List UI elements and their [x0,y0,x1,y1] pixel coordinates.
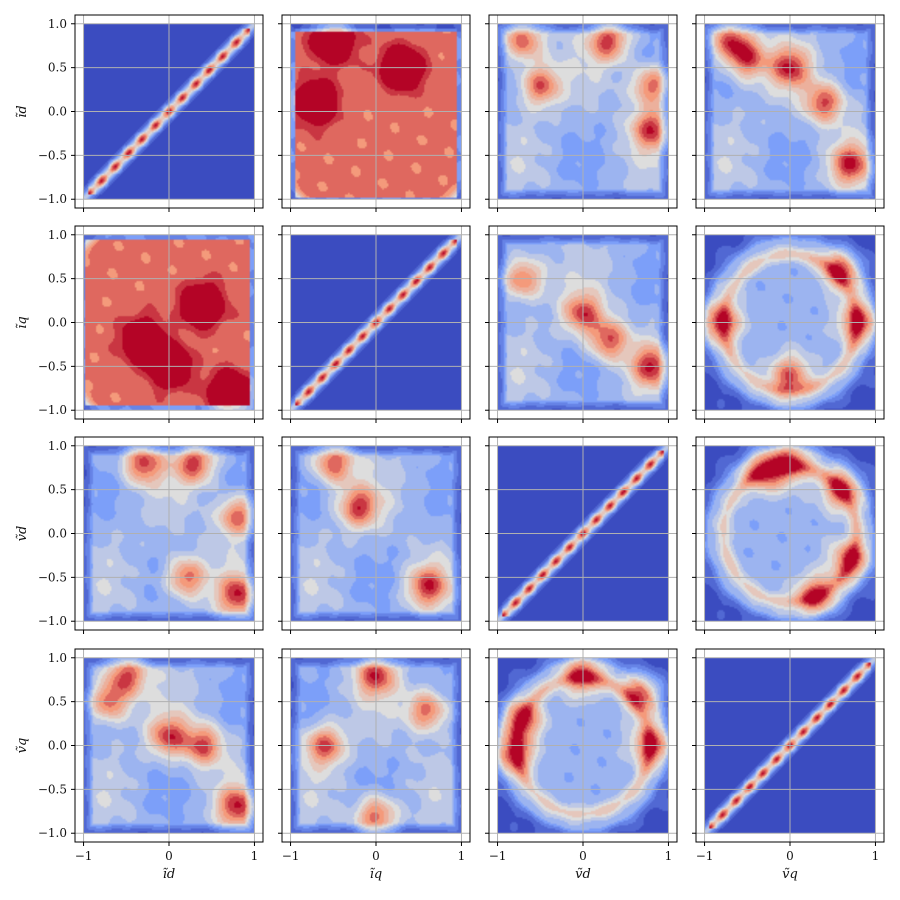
y-tick-label: 1.0 [48,439,67,453]
y-tick-label: −0.5 [38,570,67,584]
y-tick-label: −0.5 [38,359,67,373]
y-tick-label: 1.0 [48,17,67,31]
x-tick-label: −1 [75,849,93,863]
y-tick-label: 0.0 [48,527,67,541]
x-tick-label: −1 [489,849,507,863]
y-tick-label: 0.5 [48,272,67,286]
panel-r1-c2 [485,225,678,423]
y-tick-label: 0.0 [48,316,67,330]
x-axis-label: ĩq [370,867,382,882]
y-tick-label: −1.0 [38,192,67,206]
x-tick-label: 1 [458,849,466,863]
panel-r3-c2: −1 0 1 ṽd [485,648,678,882]
y-tick-label: −1.0 [38,614,67,628]
y-tick-label: −0.5 [38,148,67,162]
panel-r2-c0: 1.0 0.5 0.0 −0.5 −1.0 ṽd [15,436,264,634]
x-tick-label: 0 [786,849,794,863]
panel-r0-c2 [485,14,678,212]
x-tick-label: 0 [579,849,587,863]
panel-r1-c3 [692,225,885,423]
y-tick-label: −1.0 [38,826,67,840]
y-tick-label: 0.5 [48,483,67,497]
y-tick-label: −1.0 [38,403,67,417]
y-axis-label: ĩd [15,105,30,117]
x-axis-label: ĩd [163,867,175,882]
x-tick-label: 0 [165,849,173,863]
y-axis-label: ṽd [15,526,30,542]
y-tick-label: 1.0 [48,228,67,242]
x-tick-label: −1 [282,849,300,863]
panel-r3-c0: 1.0 0.5 0.0 −0.5 −1.0 ṽq −1 0 1 ĩd [15,648,264,882]
panel-r2-c2 [485,436,678,634]
y-tick-label: 0.0 [48,739,67,753]
y-tick-label: 0.5 [48,61,67,75]
panel-r0-c3 [692,14,885,212]
panel-r2-c3 [692,436,885,634]
y-tick-label: −0.5 [38,782,67,796]
x-tick-label: 0 [372,849,380,863]
y-tick-label: 0.5 [48,695,67,709]
x-tick-label: 1 [251,849,259,863]
panel-r0-c1 [278,14,471,212]
panel-r2-c1 [278,436,471,634]
x-tick-label: −1 [696,849,714,863]
x-tick-label: 1 [872,849,880,863]
panel-r3-c3: −1 0 1 ṽq [692,648,885,882]
x-axis-label: ṽd [575,867,591,882]
panel-r3-c1: −1 0 1 ĩq [278,648,471,882]
y-axis-label: ṽq [15,738,30,754]
y-axis-label: ĩq [15,316,30,328]
x-tick-label: 1 [665,849,673,863]
x-axis-label: ṽq [782,867,798,882]
panel-r1-c1 [278,225,471,423]
y-tick-label: 1.0 [48,651,67,665]
panel-r0-c0: 1.0 0.5 0.0 −0.5 −1.0 ĩd [15,14,264,212]
panel-r1-c0: 1.0 0.5 0.0 −0.5 −1.0 ĩq [15,225,264,423]
y-tick-label: 0.0 [48,105,67,119]
